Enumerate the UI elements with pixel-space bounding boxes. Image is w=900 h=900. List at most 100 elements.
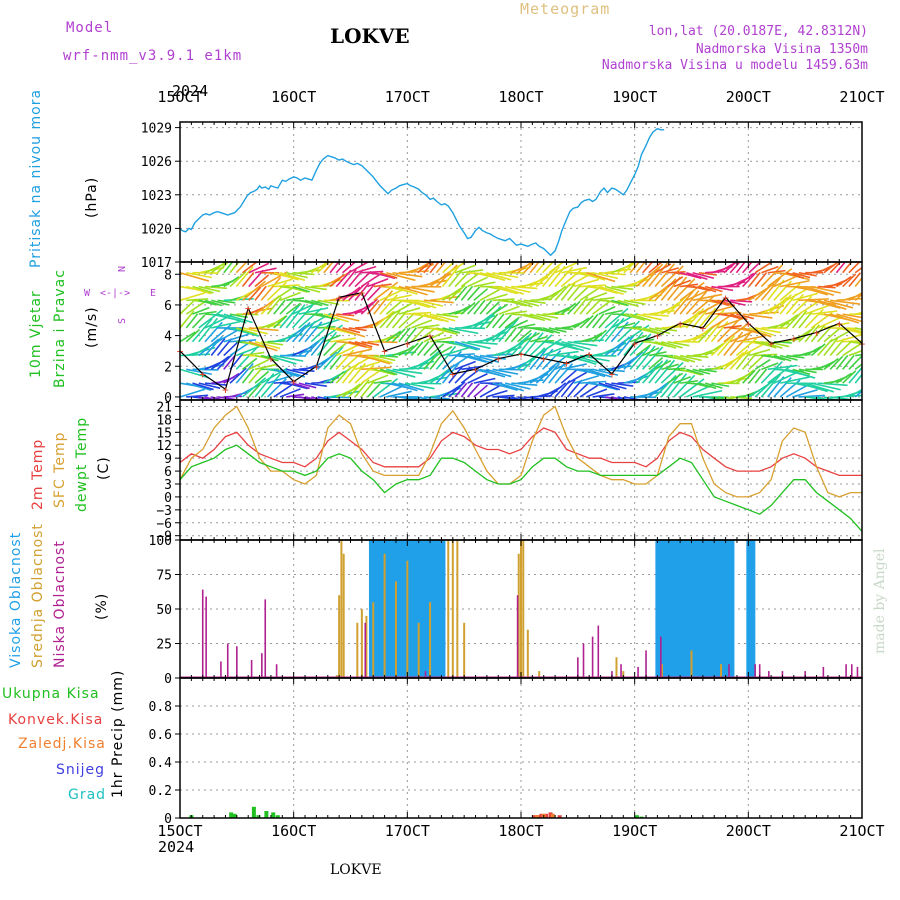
wind-arrow	[704, 342, 724, 357]
wind-arrow	[680, 379, 699, 384]
wind-arrow	[386, 390, 412, 398]
wind-arrow	[648, 351, 667, 357]
wind-arrow	[373, 281, 399, 301]
wind-arrow	[723, 299, 746, 306]
wind-arrow	[723, 331, 744, 357]
wind-arrow	[567, 354, 597, 366]
high-cloud-bar	[685, 540, 690, 678]
x-tick-label: 18OCT	[498, 88, 543, 106]
wind-arrow	[442, 287, 462, 302]
wind-arrow	[323, 313, 349, 323]
wind-arrow	[548, 327, 567, 333]
elevation-label: Nadmorska Visina 1350m	[695, 42, 868, 57]
wind-arrow	[792, 292, 818, 302]
wind-arrow	[754, 340, 777, 349]
wind-arrow	[198, 299, 217, 306]
high-cloud-bar	[401, 540, 406, 678]
wind-arrow	[648, 262, 663, 274]
wind-arrow	[592, 285, 618, 294]
wind-arrow	[341, 362, 360, 384]
wind-arrow	[792, 328, 812, 343]
wind-arrow	[323, 262, 334, 274]
wind-arrow	[629, 345, 651, 370]
wind-arrow	[342, 262, 357, 274]
high-cloud-bar	[687, 540, 692, 678]
wind-arrow	[848, 388, 862, 398]
wind-arrow	[248, 269, 265, 288]
wind-arrow	[511, 319, 528, 329]
wind-arrow	[854, 390, 862, 398]
wind-arrow	[429, 313, 456, 322]
wind-arrow	[636, 327, 658, 335]
wind-gust-mark: +	[245, 302, 252, 315]
wind-arrow	[554, 340, 584, 352]
wind-arrow	[467, 354, 493, 364]
x-tick-label: 16OCT	[271, 822, 316, 840]
wind-arrow	[373, 378, 399, 398]
high-cloud-bar	[720, 540, 725, 678]
wind-arrow	[298, 320, 316, 343]
wind-arrow	[292, 271, 315, 276]
wind-arrow	[723, 323, 749, 343]
y-tick-label: 9	[164, 452, 172, 467]
wind-arrow	[792, 388, 818, 398]
wind-arrow	[611, 299, 629, 307]
wind-arrow	[860, 395, 862, 398]
wind-arrow	[504, 299, 527, 307]
wind-arrow	[698, 285, 717, 293]
wind-gust-mark: +	[790, 333, 797, 346]
total-precip-bar	[271, 812, 276, 818]
wind-arrow	[398, 307, 421, 315]
wind-arrow	[835, 262, 847, 274]
wind-arrow	[861, 312, 862, 315]
wind-arrow	[329, 327, 356, 336]
wind-arrow	[711, 382, 730, 388]
wind-arrow	[186, 382, 212, 391]
wind-arrow	[311, 299, 329, 307]
wind-arrow	[498, 285, 524, 295]
wind-arrow	[854, 293, 862, 301]
wind-arrow	[348, 340, 367, 348]
wind-arrow	[329, 341, 349, 357]
wind-arrow	[454, 340, 481, 351]
wind-gust-mark: +	[199, 368, 206, 381]
wind-arrow	[767, 354, 786, 361]
sfc-temp-series-line	[179, 405, 862, 498]
wind-gust-mark: +	[495, 353, 502, 366]
y-tick-label: 1029	[141, 122, 172, 137]
conv-precip-bar	[557, 815, 562, 818]
wind-arrow	[492, 382, 518, 392]
wind-arrow	[598, 313, 612, 329]
y-tick-label: 1026	[141, 155, 172, 170]
wind-arrow	[379, 311, 396, 329]
wind-arrow	[435, 345, 457, 370]
wind-arrow	[423, 262, 435, 274]
wind-arrow	[523, 313, 546, 322]
wind-arrow	[273, 368, 300, 378]
wind-arrow	[229, 339, 257, 343]
y-tick-label: −6	[156, 517, 172, 532]
high-cloud-bar	[695, 540, 700, 678]
wind-arrow	[767, 340, 790, 348]
wind-arrow	[198, 310, 217, 315]
wind-arrow	[329, 313, 360, 322]
wind-arrow	[742, 262, 753, 274]
wind-arrow	[385, 330, 402, 343]
wind-arrow	[529, 313, 552, 321]
high-cloud-bar	[436, 540, 441, 678]
wind-arrow	[423, 313, 449, 323]
wind-arrow	[711, 299, 729, 307]
wind-arrow	[417, 262, 432, 274]
wind-arrow	[686, 368, 704, 376]
wind-arrow	[623, 262, 637, 274]
wind-arrow	[417, 349, 442, 370]
wind-arrow	[316, 351, 338, 370]
wind-arrow	[536, 327, 554, 334]
wind-arrow	[180, 298, 197, 315]
wind-arrow	[192, 285, 214, 294]
wind-arrow	[511, 357, 536, 371]
wind-arrow	[848, 349, 862, 357]
wind-arrow	[755, 327, 781, 334]
wind-arrow	[479, 385, 500, 398]
wind-arrow	[298, 307, 329, 315]
